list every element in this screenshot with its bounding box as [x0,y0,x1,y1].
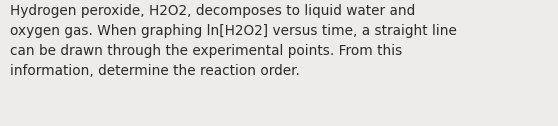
Text: Hydrogen peroxide, H2O2, decomposes to liquid water and
oxygen gas. When graphin: Hydrogen peroxide, H2O2, decomposes to l… [10,4,457,78]
